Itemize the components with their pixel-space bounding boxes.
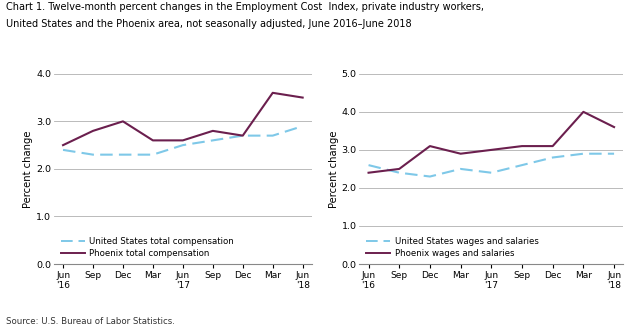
- Text: Chart 1. Twelve-month percent changes in the Employment Cost  Index, private ind: Chart 1. Twelve-month percent changes in…: [6, 2, 485, 11]
- Legend: United States total compensation, Phoenix total compensation: United States total compensation, Phoeni…: [61, 237, 234, 258]
- Y-axis label: Percent change: Percent change: [329, 130, 338, 208]
- Y-axis label: Percent change: Percent change: [24, 130, 33, 208]
- Text: United States and the Phoenix area, not seasonally adjusted, June 2016–June 2018: United States and the Phoenix area, not …: [6, 19, 412, 29]
- Text: Source: U.S. Bureau of Labor Statistics.: Source: U.S. Bureau of Labor Statistics.: [6, 318, 176, 326]
- Legend: United States wages and salaries, Phoenix wages and salaries: United States wages and salaries, Phoeni…: [366, 237, 539, 258]
